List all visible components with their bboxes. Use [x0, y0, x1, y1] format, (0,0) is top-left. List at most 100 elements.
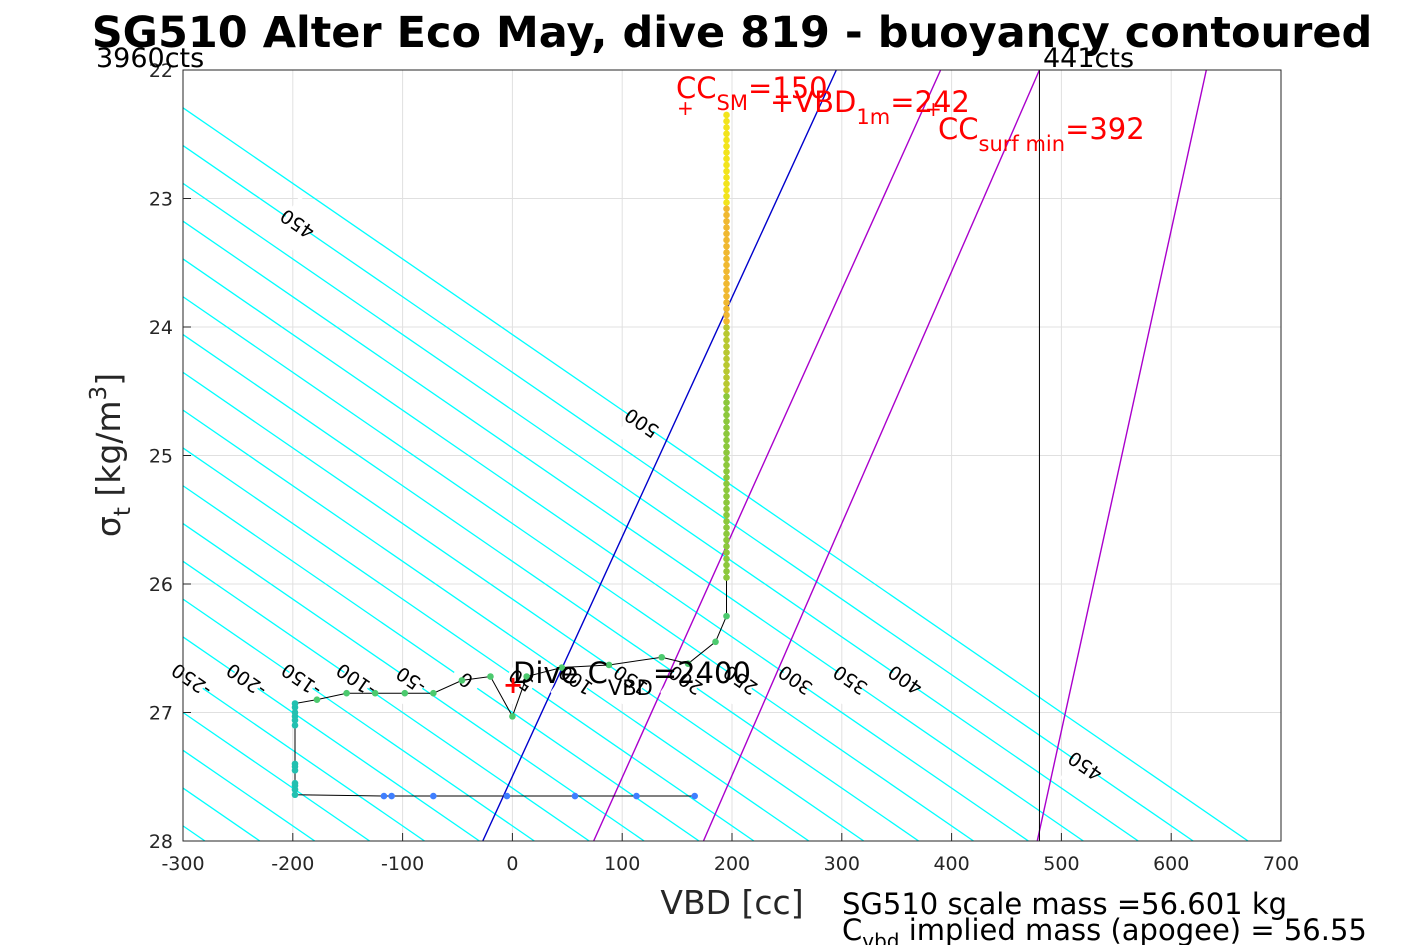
dive-point-shallow: [509, 713, 516, 720]
contour-label-bg: [879, 652, 931, 709]
dive-point-shallow: [684, 660, 692, 667]
x-tick-label: 400: [933, 853, 969, 875]
contour-label-bg: [495, 652, 546, 709]
cc-sm-annotation: CCSM=150: [676, 71, 828, 115]
dive-point-deep: [571, 792, 579, 800]
contour-label-bg: [440, 652, 491, 709]
y-tick-label: 22: [149, 60, 173, 82]
dive-point-shallow: [430, 689, 437, 697]
contour-line: [183, 371, 865, 841]
contour-line: [183, 182, 1139, 841]
dive-point-surface: [723, 505, 730, 513]
dive-point-surface: [723, 411, 730, 419]
dive-point-surface: [723, 417, 730, 425]
dive-point-surface: [723, 280, 730, 288]
contour-line: [183, 484, 700, 841]
dive-point-surface: [723, 336, 730, 344]
dive-point-surface: [723, 543, 730, 550]
dive-point-shallow: [458, 677, 466, 684]
cc-sm-line: [593, 70, 942, 841]
contour-line: [183, 560, 590, 841]
x-tick-label: 600: [1153, 853, 1189, 875]
contour-line: [183, 144, 1194, 841]
dive-c-annotation: Dive CVBD=2400: [513, 656, 751, 700]
dive-point-surface: [723, 468, 730, 475]
dive-point-surface: [723, 392, 730, 400]
dive-point-surface: [723, 149, 730, 156]
dive-point-deep: [633, 792, 640, 800]
contour-line: [183, 447, 755, 841]
x-tick-label: -300: [161, 853, 204, 875]
dive-point-surface: [723, 242, 730, 250]
dive-point-mid: [291, 779, 299, 787]
dive-point-surface: [723, 493, 730, 500]
dive-point-mid: [291, 791, 299, 799]
dive-point-surface: [723, 536, 730, 544]
x-tick-label: -100: [381, 853, 424, 875]
y-axis-unit-sup: 3: [86, 386, 112, 401]
y-tick-label: 24: [149, 317, 173, 339]
dive-point-surface: [723, 374, 730, 381]
y-tick-label: 26: [149, 574, 173, 596]
vbd-zero: [482, 70, 837, 841]
dive-point-surface: [723, 568, 730, 575]
footer-scale-mass: SG510 scale mass =56.601 kg: [842, 887, 1287, 921]
dive-point-surface: [723, 199, 730, 206]
dive-point-surface: [723, 130, 730, 138]
dive-c-marker: +: [503, 671, 523, 699]
y-axis-unit-end: ]: [89, 373, 128, 386]
contour-line: [183, 409, 810, 841]
dive-point-surface: [723, 555, 730, 563]
dive-point-shallow: [658, 653, 666, 661]
y-axis-sigma: σ: [89, 516, 128, 537]
dive-point-surface: [723, 292, 730, 300]
dive-point-surface: [723, 549, 730, 556]
cc-sm-marker: +: [677, 96, 694, 120]
vbd-1m-line: [702, 70, 1041, 841]
x-tick-label: 200: [714, 853, 750, 875]
cc-surf-line: [1036, 70, 1208, 841]
x-tick-label: 300: [824, 853, 860, 875]
dive-point-surface: [723, 349, 730, 356]
x-tick-label: 100: [604, 853, 640, 875]
contour-line: [183, 258, 1029, 841]
chart-title: SG510 Alter Eco May, dive 819 - buoyancy…: [92, 8, 1373, 58]
dive-point-mid: [291, 722, 299, 729]
dive-point-surface: [723, 249, 730, 256]
dive-point-surface: [723, 236, 730, 244]
y-axis-unit: [kg/m: [89, 400, 128, 496]
dive-point-surface: [723, 174, 730, 181]
contour-line: [183, 295, 974, 841]
contour-line: [183, 107, 1249, 841]
y-tick-label: 27: [149, 703, 173, 725]
dive-point-surface: [723, 424, 730, 431]
dive-point-surface: [723, 155, 730, 163]
y-axis-label: σt [kg/m3]: [86, 373, 136, 537]
cc-surf-annotation: CCsurf min=392: [938, 112, 1145, 156]
dive-point-surface: [723, 136, 730, 144]
dive-point-surface: [723, 355, 730, 363]
contour-label-bg: [166, 652, 217, 709]
dive-point-deep: [388, 792, 395, 800]
dive-points: [291, 111, 730, 800]
contour-label-bg: [715, 652, 766, 709]
dive-point-mid: [291, 709, 299, 716]
reference-lines: [482, 70, 1208, 841]
dive-point-shallow: [723, 612, 730, 620]
dive-point-surface: [723, 330, 730, 338]
dive-point-surface: [723, 161, 730, 169]
dive-point-surface: [723, 574, 730, 581]
dive-point-surface: [723, 449, 730, 456]
cc-surf-marker: +: [925, 97, 942, 121]
contour-label-bg: [824, 652, 876, 709]
dive-point-surface: [723, 518, 730, 525]
dive-point-surface: [723, 480, 730, 488]
x-tick-label: 700: [1263, 853, 1299, 875]
dive-point-surface: [723, 305, 730, 313]
contour-label-bg: [616, 395, 667, 452]
dive-point-surface: [723, 324, 730, 331]
dive-point-surface: [723, 405, 730, 413]
dive-point-surface: [723, 267, 730, 275]
dive-point-surface: [723, 230, 730, 238]
